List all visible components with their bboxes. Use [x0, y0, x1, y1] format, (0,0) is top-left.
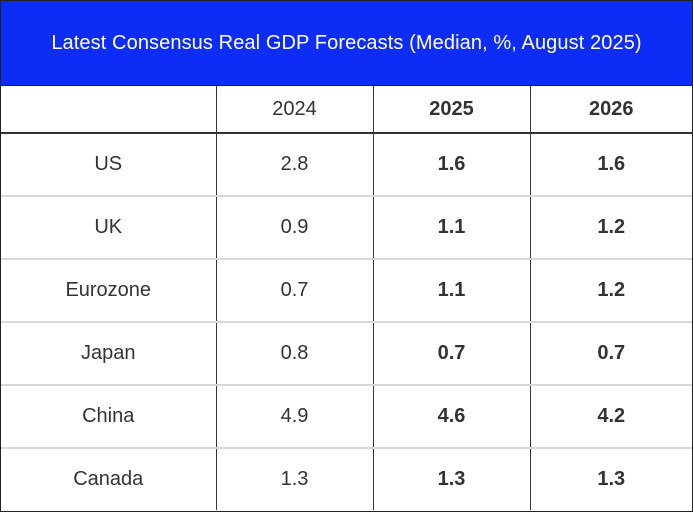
value-2025-cell: 1.1: [373, 259, 531, 323]
value-2025-cell: 1.1: [373, 196, 531, 260]
country-cell: China: [1, 385, 217, 449]
country-cell: US: [1, 133, 217, 197]
header-row: 2024 2025 2026: [1, 86, 692, 134]
table-row: US 2.8 1.6 1.6: [1, 133, 692, 197]
country-cell: Japan: [1, 322, 217, 386]
value-2025-cell: 0.7: [373, 322, 531, 386]
header-2026: 2026: [530, 86, 692, 134]
value-2026-cell: 1.2: [530, 196, 692, 260]
table-row: Eurozone 0.7 1.1 1.2: [1, 259, 692, 323]
value-2024-cell: 0.8: [216, 322, 374, 386]
header-2024: 2024: [216, 86, 374, 134]
table-row: Japan 0.8 0.7 0.7: [1, 322, 692, 386]
country-cell: Eurozone: [1, 259, 217, 323]
value-2026-cell: 1.3: [597, 468, 626, 490]
country-cell: UK: [1, 196, 217, 260]
header-2025: 2025: [373, 86, 531, 134]
value-2024-cell: 0.9: [216, 196, 374, 260]
value-2025-cell: 1.3: [373, 448, 531, 510]
value-2026-cell: 0.7: [530, 322, 692, 386]
value-2025-cell: 1.6: [373, 133, 531, 197]
value-2024-cell: 4.9: [216, 385, 374, 449]
value-2025-cell: 4.6: [373, 385, 531, 449]
table-row: UK 0.9 1.1 1.2: [1, 196, 692, 260]
value-2024-cell: 2.8: [216, 133, 374, 197]
header-country: [1, 86, 217, 134]
table-title: Latest Consensus Real GDP Forecasts (Med…: [1, 1, 692, 86]
table-row: China 4.9 4.6 4.2: [1, 385, 692, 449]
value-2024-cell: 1.3: [216, 448, 374, 510]
gdp-forecast-table: 2024 2025 2026 US 2.8 1.6 1.6 UK 0.9 1.1…: [1, 86, 692, 510]
value-2026-cell: 1.6: [530, 133, 692, 197]
value-2026-cell: 4.2: [530, 385, 692, 449]
value-2024-cell: 0.7: [216, 259, 374, 323]
country-cell: Canada: [1, 448, 217, 510]
table-row: Canada 1.3 1.3 1.3: [1, 448, 692, 510]
value-2026-cell: 1.2: [530, 259, 692, 323]
